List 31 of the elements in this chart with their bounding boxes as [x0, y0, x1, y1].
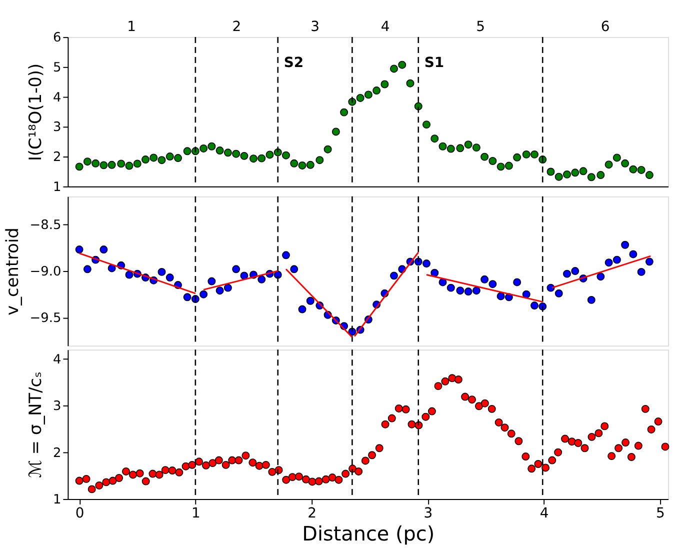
y-tick-label: 2 [52, 446, 62, 461]
text: 4 [380, 19, 390, 36]
y-tick-label: −9.0 [30, 264, 62, 280]
x-tick-label: 3 [424, 505, 433, 522]
x-tick-label: 4 [540, 505, 549, 522]
y-axis-title: v_centroid [2, 228, 22, 316]
text: 5 [476, 19, 485, 36]
y-tick-label: 1 [52, 180, 62, 195]
text: 6 [600, 19, 610, 36]
y-tick-label: −8.5 [30, 218, 62, 233]
y-tick-label: 3 [52, 399, 62, 414]
y-axis-title: ℳ = σ_NT/cₛ [25, 372, 46, 478]
y-tick-label: 4 [52, 352, 62, 368]
x-tick-label: 1 [191, 505, 200, 522]
x-tick-label: 2 [308, 505, 316, 522]
x-tick-label: 5 [656, 505, 665, 522]
ref-line-label: S1 [424, 54, 444, 71]
text: 3 [310, 19, 320, 36]
y-tick-label: 2 [52, 150, 62, 166]
y-axis-title: I(C¹⁸O(1-0)) [25, 63, 46, 162]
y-tick-label: 1 [52, 492, 62, 508]
y-tick-label: 3 [52, 120, 62, 136]
y-tick-label: −9.5 [30, 311, 62, 326]
ref-line-label: S2 [284, 54, 304, 71]
x-axis-title: Distance (pc) [302, 522, 435, 546]
x-tick-label: 0 [75, 505, 84, 522]
text: 2 [232, 19, 242, 36]
text: 1 [127, 19, 136, 36]
y-tick-label: 6 [52, 30, 62, 46]
y-tick-label: 4 [52, 90, 62, 106]
y-tick-label: 5 [52, 60, 62, 76]
